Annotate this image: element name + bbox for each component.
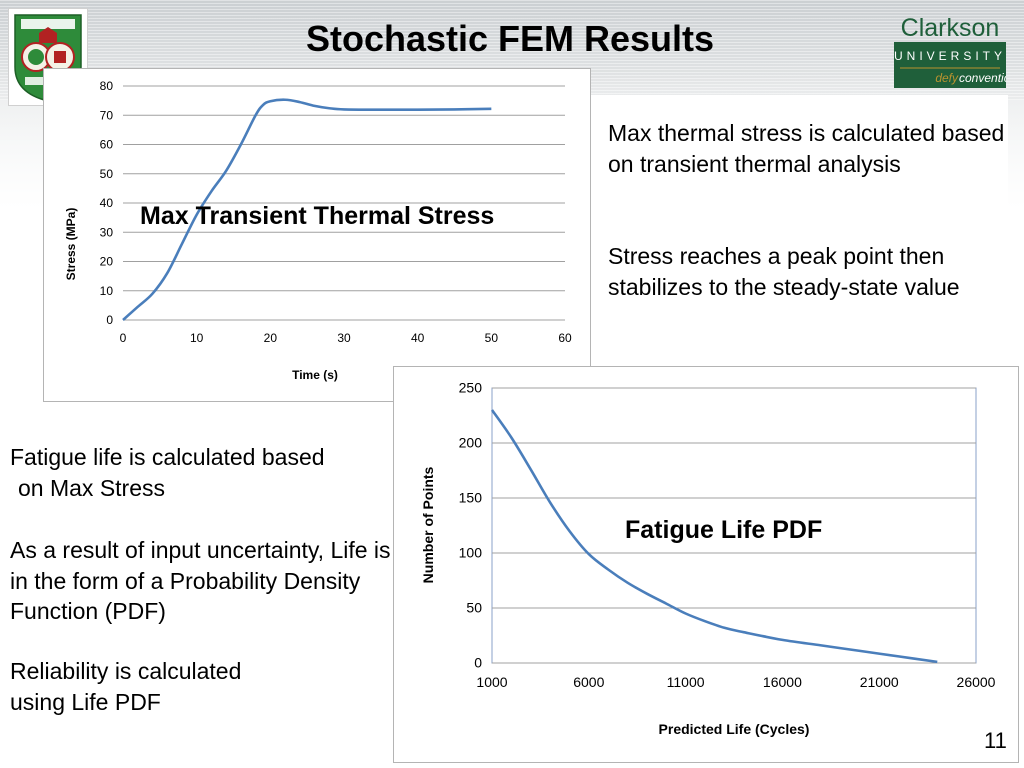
y-tick-label: 60 [100,138,114,152]
y-tick-label: 10 [100,284,114,298]
stress-chart-y-axis-label: Stress (MPa) [64,208,78,281]
x-tick-label: 10 [190,331,204,345]
stress-chart-x-axis-label: Time (s) [292,368,338,382]
y-tick-label: 30 [100,225,114,239]
fatigue-chart-y-axis-label: Number of Points [420,466,436,583]
fatigue-life-chart-svg: 0 50 100 150 200 250 1000 6000 11000 16000 21000 2… [420,380,996,737]
clarkson-university-logo: Clarkson UNIVERSITY defy convention [894,14,1017,90]
fatigue-chart-overlay-label: Fatigue Life PDF [625,516,823,544]
y-tick-label: 20 [100,255,114,269]
x-tick-label: 26000 [957,674,996,690]
thermal-stress-description: Max thermal stress is calculated based o… [608,120,1005,177]
y-tick-label: 150 [459,490,483,506]
x-tick-label: 16000 [763,674,802,690]
x-tick-label: 11000 [667,674,705,690]
x-tick-label: 20 [264,331,278,345]
fatigue-chart-x-axis-label: Predicted Life (Cycles) [659,721,810,737]
x-tick-label: 1000 [476,674,507,690]
stress-series-line [122,98,492,321]
x-tick-label: 50 [485,331,499,345]
stress-chart: 0 10 20 30 40 50 60 70 80 0 10 20 30 40 50 60 Time (s)… [43,68,591,402]
x-tick-label: 40 [411,331,425,345]
y-tick-label: 40 [100,196,114,210]
x-tick-label: 60 [558,331,572,345]
x-tick-label: 6000 [573,674,604,690]
y-tick-label: 50 [466,600,482,616]
x-tick-label: 21000 [860,674,899,690]
page-number: 11 [984,728,1007,753]
fatigue-series-line [490,409,938,664]
y-tick-label: 0 [474,655,482,671]
uncertainty-description: As a result of input uncertainty, Life i… [10,537,391,624]
fatigue-life-description: Fatigue life is calculated based on Max … [10,442,390,503]
y-tick-label: 80 [100,79,114,93]
y-tick-label: 250 [459,380,483,396]
logo-university-text: UNIVERSITY [894,49,1006,63]
stress-peak-description: Stress reaches a peak point then stabili… [608,243,960,300]
y-tick-label: 70 [100,108,114,122]
stress-chart-overlay-label: Max Transient Thermal Stress [140,202,495,230]
logo-convention-text: convention [959,71,1006,85]
fatigue-life-description-line2: on Max Stress [18,474,165,501]
y-tick-label: 100 [459,545,483,561]
x-tick-label: 30 [337,331,351,345]
reliability-description: Reliability is calculated using Life PDF [10,656,390,717]
fatigue-life-description-line1: Fatigue life is calculated based [10,444,325,470]
logo-clarkson-text: Clarkson [901,16,1000,42]
reliability-description-line2: using Life PDF [10,688,161,715]
slide-title: Stochastic FEM Results [305,18,715,59]
y-tick-label: 50 [100,167,114,181]
text-panel-background [590,95,1008,365]
x-tick-label: 0 [120,331,127,345]
y-tick-label: 200 [459,435,483,451]
y-tick-label: 0 [106,313,113,327]
fatigue-life-chart: 0 50 100 150 200 250 1000 6000 11000 16000 21000 2… [393,366,1019,763]
stress-chart-svg: 0 10 20 30 40 50 60 70 80 0 10 20 30 40 50 60 Time (s)… [64,79,572,382]
reliability-description-line1: Reliability is calculated [10,658,242,684]
logo-defy-text: defy [935,71,959,85]
